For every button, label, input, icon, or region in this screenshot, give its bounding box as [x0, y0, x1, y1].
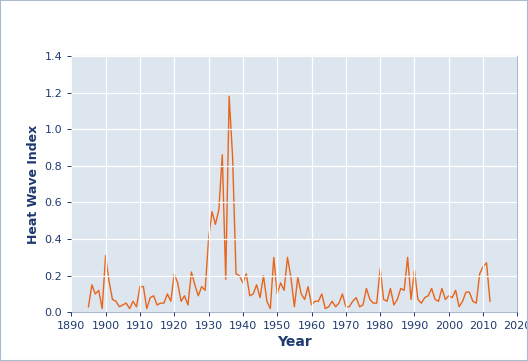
Text: Figure 1. U.S. Annual Heat Wave Index, 1895–2012: Figure 1. U.S. Annual Heat Wave Index, 1…	[7, 16, 398, 30]
X-axis label: Year: Year	[277, 335, 312, 349]
Y-axis label: Heat Wave Index: Heat Wave Index	[27, 125, 40, 244]
